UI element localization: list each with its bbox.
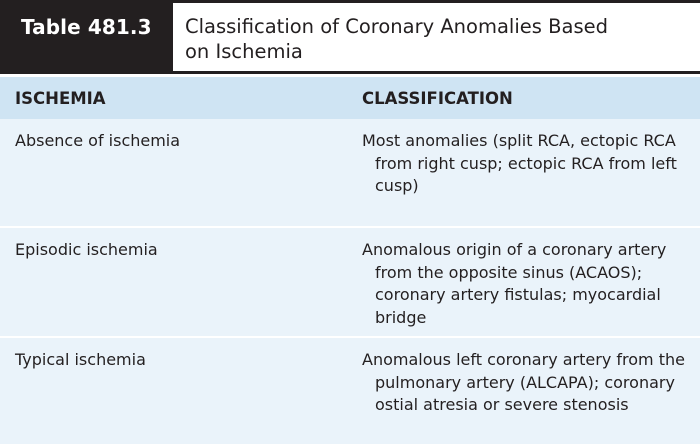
classification-cell: Most anomalies (split RCA, ectopic RCA f… [362, 131, 677, 195]
ischemia-cell: Episodic ischemia [15, 240, 158, 259]
column-header-classification: CLASSIFICATION [362, 88, 513, 108]
table-row: Episodic ischemia Anomalous origin of a … [0, 228, 700, 338]
table-row: Typical ischemia Anomalous left coronary… [0, 338, 700, 444]
ischemia-cell: Typical ischemia [15, 350, 146, 369]
table-title-line-1: Classification of Coronary Anomalies Bas… [185, 15, 608, 38]
table-header-row: ISCHEMIA CLASSIFICATION [0, 74, 700, 119]
classification-cell: Anomalous left coronary artery from the … [362, 350, 685, 414]
column-header-ischemia: ISCHEMIA [15, 88, 106, 108]
table-number: Table 481.3 [21, 15, 152, 39]
table-title-line-2: on Ischemia [185, 40, 303, 63]
ischemia-cell: Absence of ischemia [15, 131, 181, 150]
table-title: Classification of Coronary Anomalies Bas… [173, 3, 700, 71]
table-row: Absence of ischemia Most anomalies (spli… [0, 119, 700, 228]
table-title-bar: Table 481.3 Classification of Coronary A… [0, 0, 700, 74]
classification-cell: Anomalous origin of a coronary artery fr… [362, 240, 667, 327]
